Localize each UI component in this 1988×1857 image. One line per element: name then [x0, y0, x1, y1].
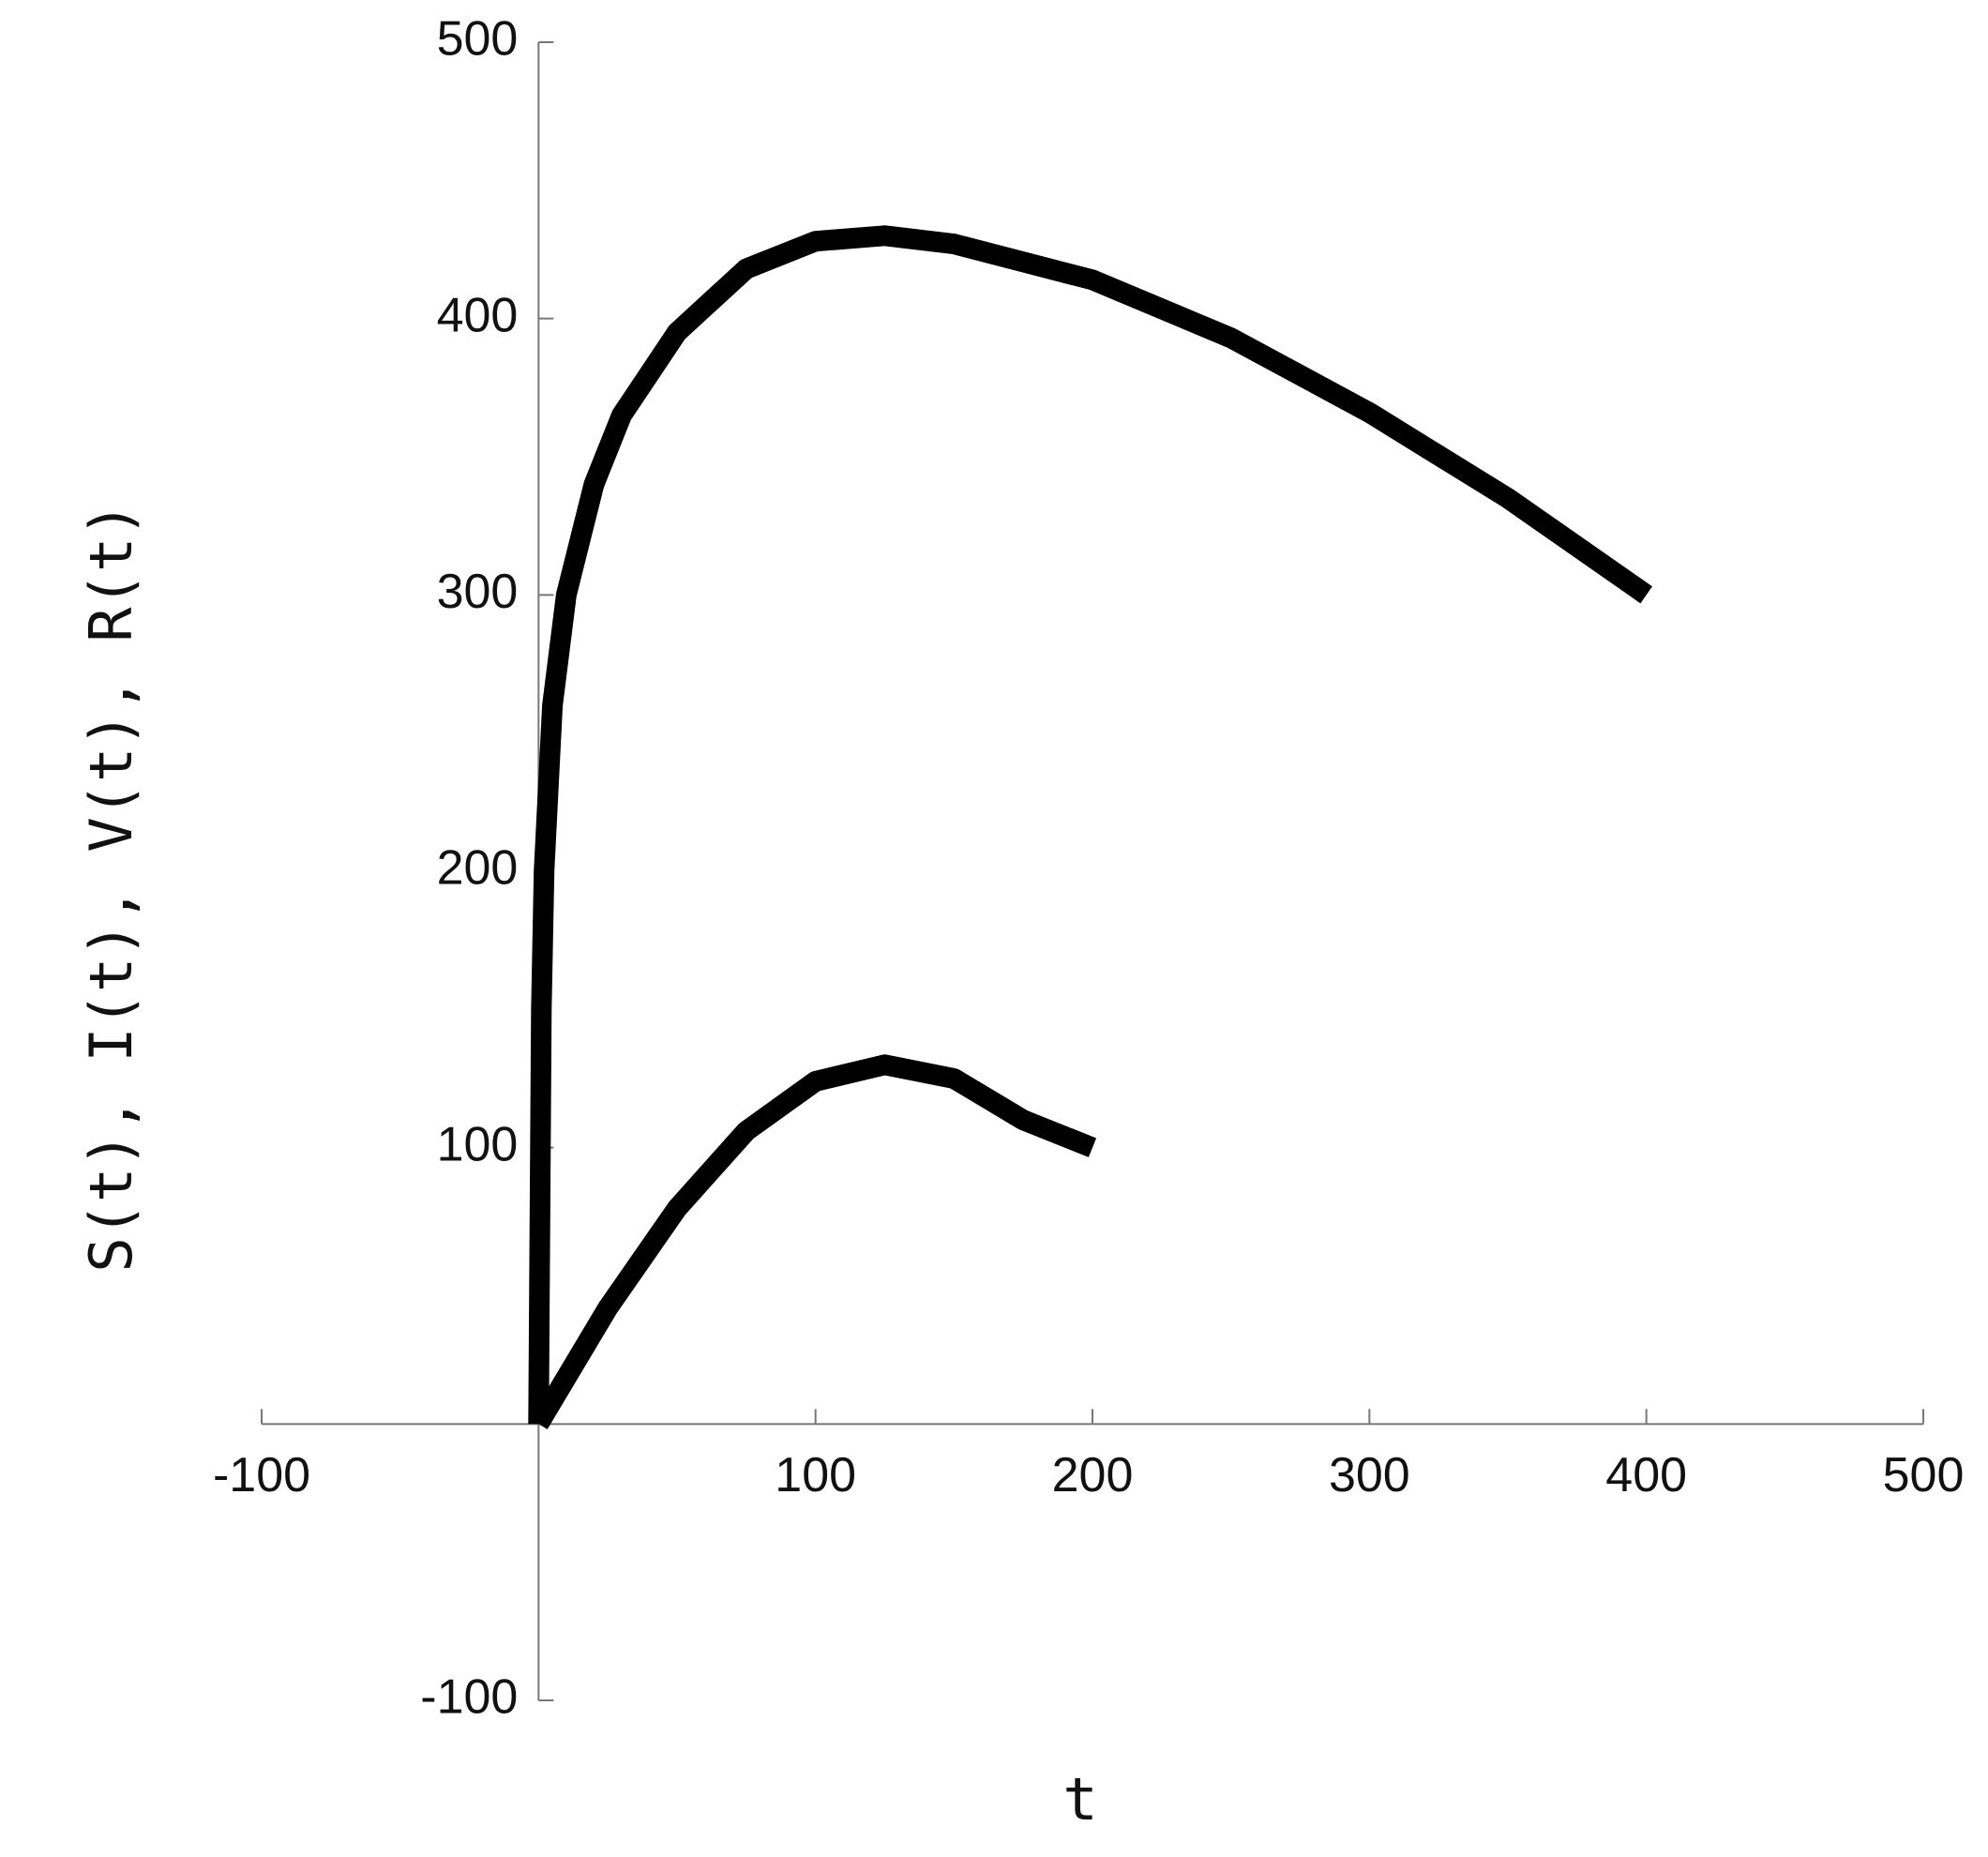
- y-tick-label: 100: [437, 1117, 519, 1171]
- x-tick-label: 400: [1605, 1448, 1687, 1502]
- y-axis-label: S(t), I(t), V(t), R(t): [77, 502, 145, 1272]
- series-line: [529, 1054, 1097, 1429]
- series-line: [528, 225, 1652, 1425]
- y-tick-label: 300: [437, 565, 519, 619]
- y-tick-label: 200: [437, 841, 519, 896]
- x-tick-label: 300: [1329, 1448, 1410, 1502]
- x-tick-label: 200: [1052, 1448, 1134, 1502]
- y-tick-label: -100: [420, 1670, 518, 1725]
- y-tick-label: 400: [437, 288, 519, 342]
- y-tick-label: 500: [437, 12, 519, 67]
- x-axis-label: t: [1062, 1765, 1097, 1834]
- x-tick-label: 100: [775, 1448, 856, 1502]
- x-tick-label: -100: [213, 1448, 310, 1502]
- x-tick-label: 500: [1883, 1448, 1965, 1502]
